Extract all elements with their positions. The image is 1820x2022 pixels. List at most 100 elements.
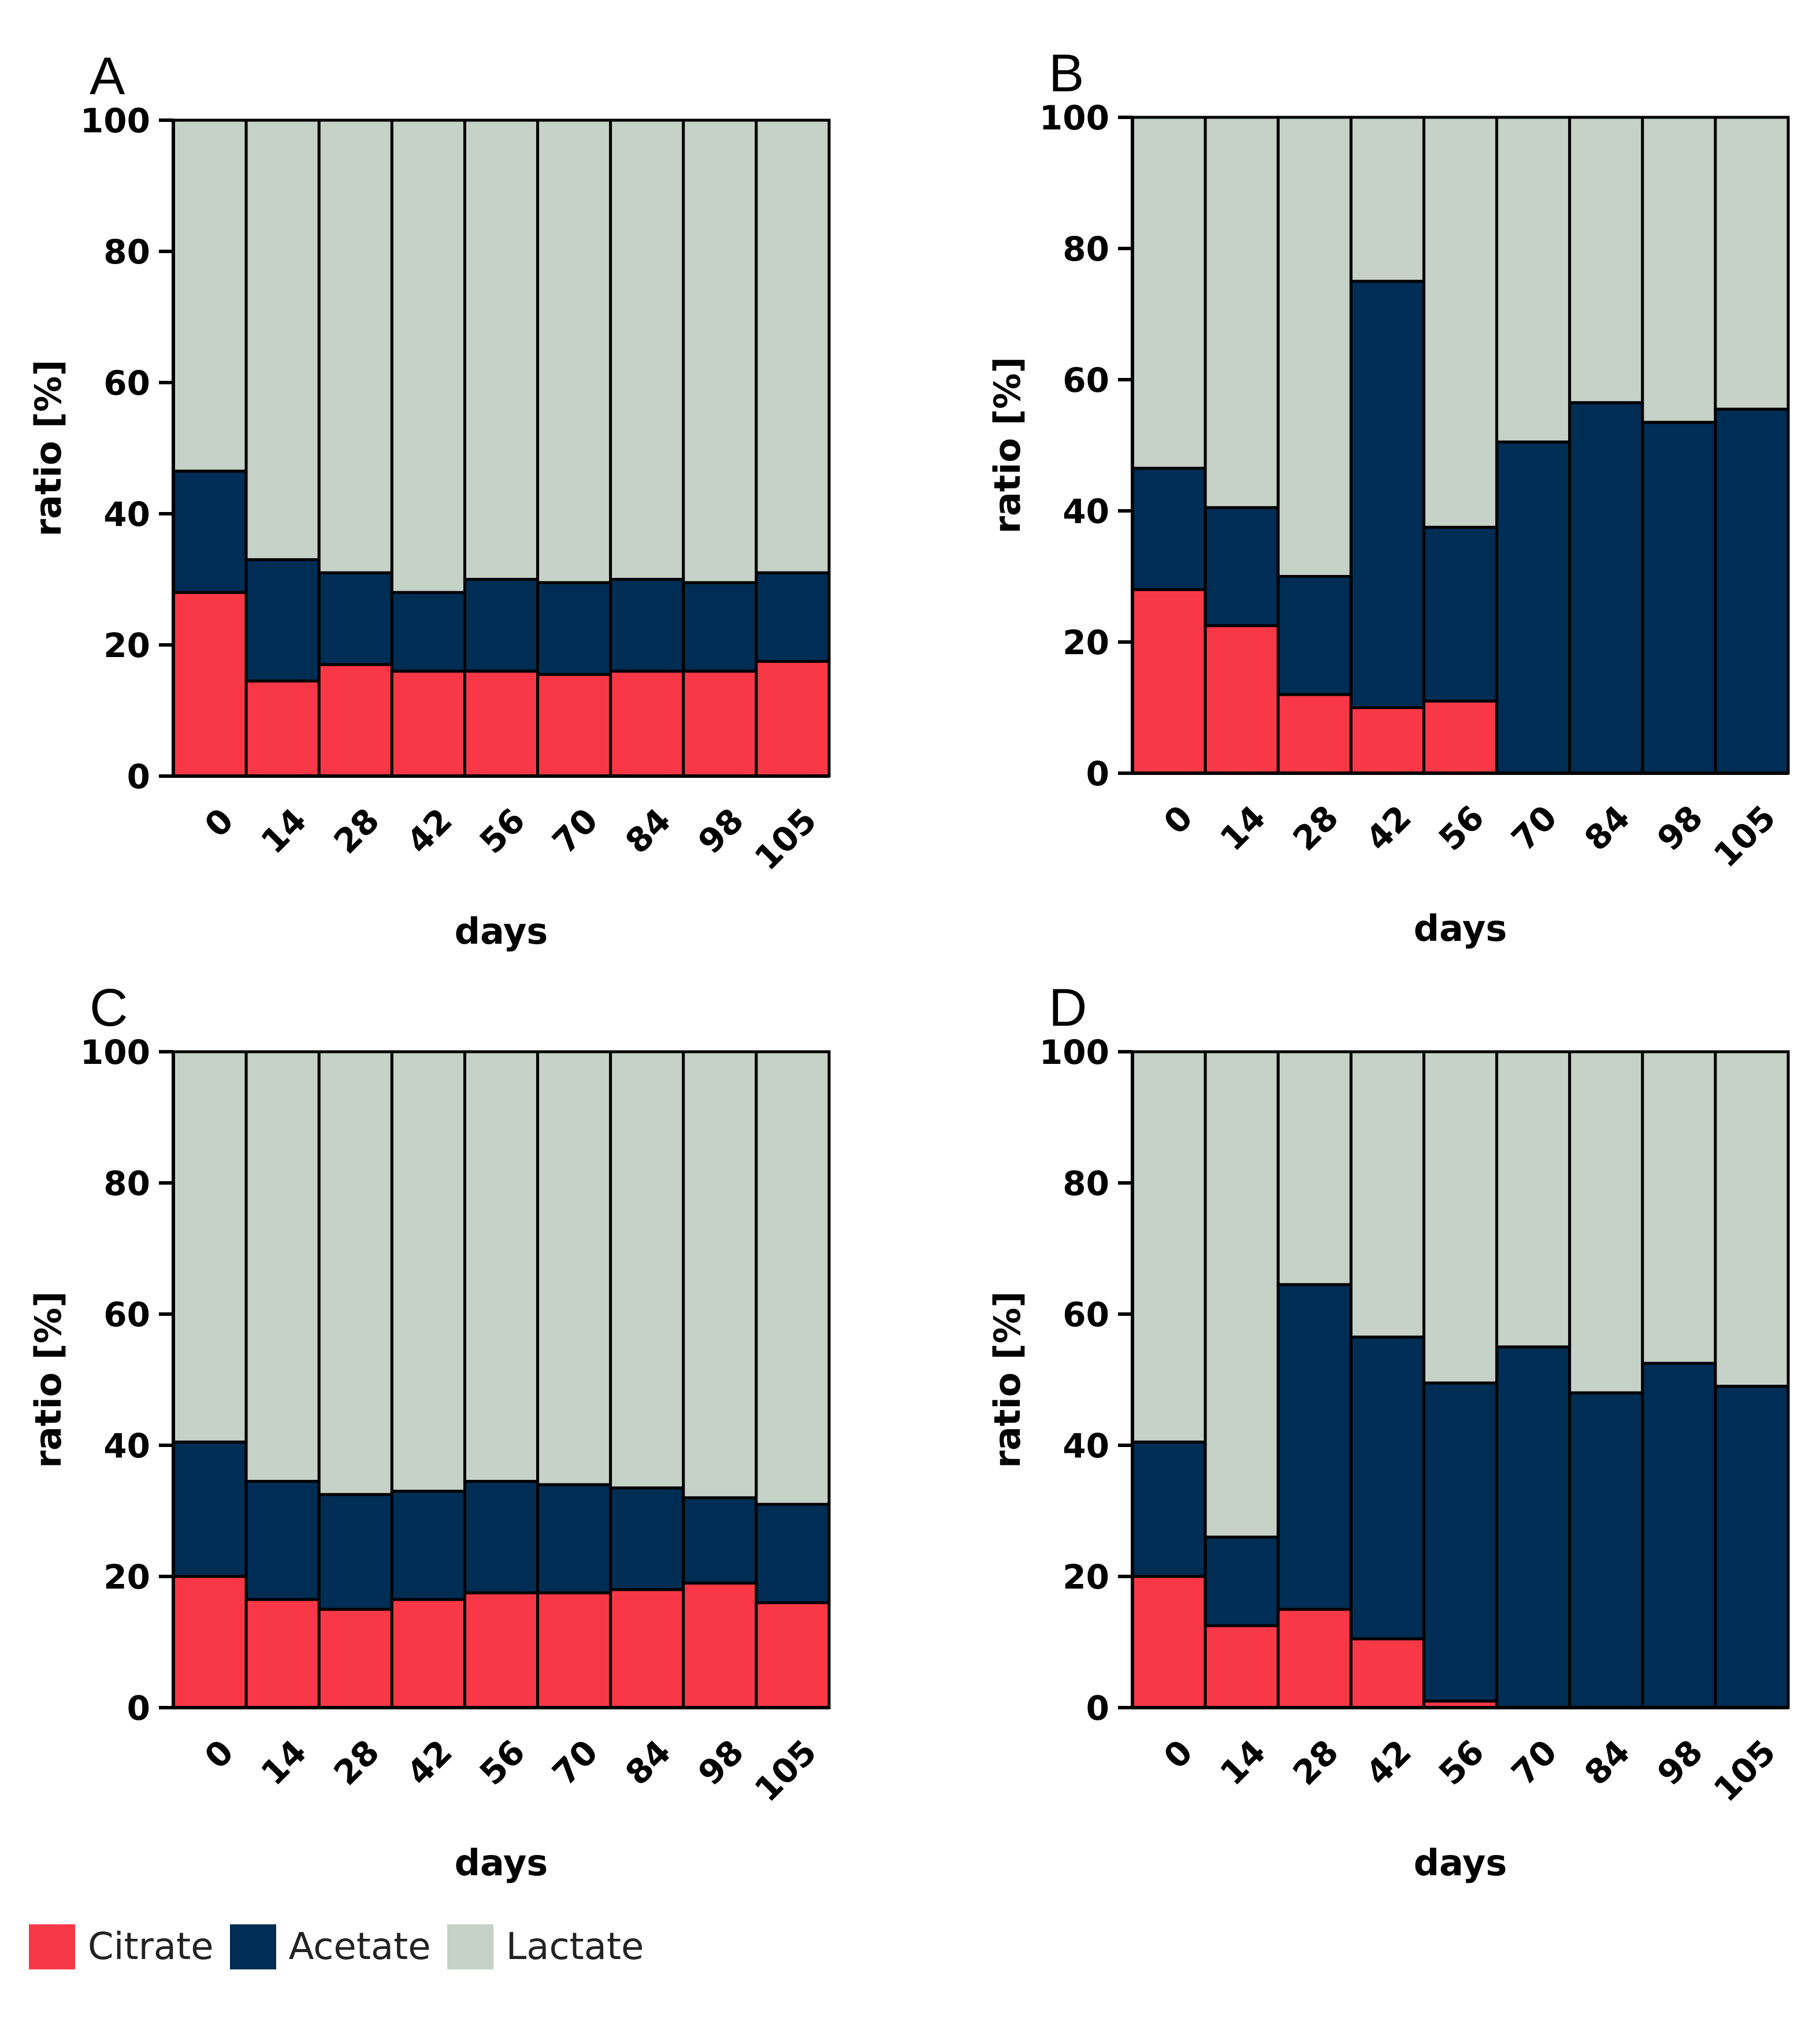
x-tick-label: 98 [690,1732,751,1793]
x-tick-label: 70 [1504,797,1565,858]
bar-acetate-day-84 [1568,401,1644,775]
bar-lactate-day-28 [317,118,393,574]
bar-acetate-day-56 [463,578,540,673]
y-tick-label: 60 [103,363,150,403]
y-tick-label: 100 [80,1033,150,1072]
bar-lactate-day-56 [463,118,540,581]
y-axis-label: ratio [%] [27,359,69,536]
bar-citrate-day-42 [1349,1637,1425,1709]
x-tick-label: 98 [1650,1732,1710,1793]
bar-citrate-day-42 [390,669,466,778]
x-tick-label: 42 [1358,1732,1419,1793]
x-tick-label: 56 [472,1732,533,1793]
bar-lactate-day-14 [1204,116,1280,509]
bar-lactate-day-84 [609,118,685,581]
x-tick-label: 28 [1286,797,1346,858]
bar-acetate-day-28 [1276,575,1353,696]
legend-label-acetate: Acetate [288,1925,431,1968]
bar-lactate-day-42 [390,1050,466,1493]
bar-acetate-day-105 [755,1502,831,1604]
y-tick-label: 0 [127,757,150,796]
bar-citrate-day-105 [755,659,831,778]
bar-citrate-day-14 [244,679,321,778]
legend-swatch-acetate [229,1924,276,1969]
legend-label-lactate: Lactate [506,1925,644,1968]
bar-lactate-day-105 [1714,1050,1790,1388]
bar-citrate-day-42 [1349,706,1425,775]
bar-acetate-day-42 [390,1489,466,1601]
bar-lactate-day-0 [1131,116,1207,470]
bar-acetate-day-42 [1349,1335,1425,1641]
legend-swatch-citrate [29,1924,75,1969]
bar-acetate-day-105 [1714,1385,1790,1709]
y-tick-label: 40 [103,1426,150,1466]
x-tick-label: 70 [1504,1732,1565,1793]
bar-citrate-day-70 [536,673,612,778]
bar-lactate-day-28 [1276,116,1353,578]
y-tick-label: 20 [1063,1557,1109,1597]
x-tick-label: 42 [399,800,460,861]
y-tick-label: 60 [1063,1295,1109,1334]
y-tick-label: 100 [1039,1033,1109,1072]
x-tick-label: 28 [326,1732,387,1793]
x-tick-label: 0 [197,800,242,845]
x-tick-label: 14 [253,1732,314,1793]
x-tick-label: 98 [690,800,751,861]
y-tick-label: 40 [1063,492,1109,531]
bar-acetate-day-42 [390,591,466,673]
bar-lactate-day-105 [755,118,831,574]
bar-acetate-day-105 [755,571,831,663]
x-tick-label: 84 [1577,1732,1637,1793]
x-tick-label: 0 [1156,797,1201,842]
legend-label-citrate: Citrate [88,1925,214,1968]
bar-acetate-day-84 [609,578,685,673]
bar-citrate-day-14 [1204,1624,1280,1709]
bar-lactate-day-0 [172,1050,248,1444]
bar-citrate-day-98 [682,669,758,778]
bar-lactate-day-28 [317,1050,393,1496]
x-axis-label: days [455,910,548,952]
bar-citrate-day-98 [682,1581,758,1709]
bar-acetate-day-56 [1422,1381,1499,1703]
bar-lactate-day-14 [244,1050,321,1483]
x-tick-label: 28 [326,800,387,861]
x-tick-label: 56 [472,800,533,861]
bar-acetate-day-70 [536,1483,612,1594]
y-axis-label: ratio [%] [27,1291,69,1468]
y-tick-label: 20 [103,626,150,665]
x-tick-label: 0 [197,1732,242,1776]
y-axis-label: ratio [%] [986,1291,1028,1468]
bar-citrate-day-70 [536,1591,612,1709]
x-tick-label: 105 [747,800,824,878]
y-tick-label: 0 [1086,754,1109,793]
bar-lactate-day-28 [1276,1050,1353,1286]
bar-acetate-day-98 [1641,421,1717,775]
bar-acetate-day-70 [1495,440,1572,775]
x-tick-label: 56 [1431,797,1492,858]
y-tick-label: 100 [1039,98,1109,138]
legend: Citrate Acetate Lactate [29,1924,660,1969]
x-tick-label: 105 [1706,797,1784,875]
x-tick-label: 56 [1431,1732,1492,1793]
x-tick-label: 84 [618,800,678,861]
x-tick-label: 28 [1286,1732,1346,1793]
bar-acetate-day-0 [172,469,248,594]
x-tick-label: 98 [1650,797,1710,858]
bar-citrate-day-28 [317,1608,393,1709]
bar-acetate-day-14 [244,1479,321,1601]
x-tick-label: 14 [253,800,314,861]
x-tick-label: 14 [1212,797,1273,858]
x-tick-label: 14 [1212,1732,1273,1793]
bar-lactate-day-42 [390,118,466,594]
bar-citrate-day-105 [755,1601,831,1709]
bar-acetate-day-14 [1204,1535,1280,1627]
bar-lactate-day-56 [463,1050,540,1483]
bar-acetate-day-84 [1568,1391,1644,1709]
bar-citrate-day-0 [172,1575,248,1709]
bar-citrate-day-56 [463,1591,540,1709]
